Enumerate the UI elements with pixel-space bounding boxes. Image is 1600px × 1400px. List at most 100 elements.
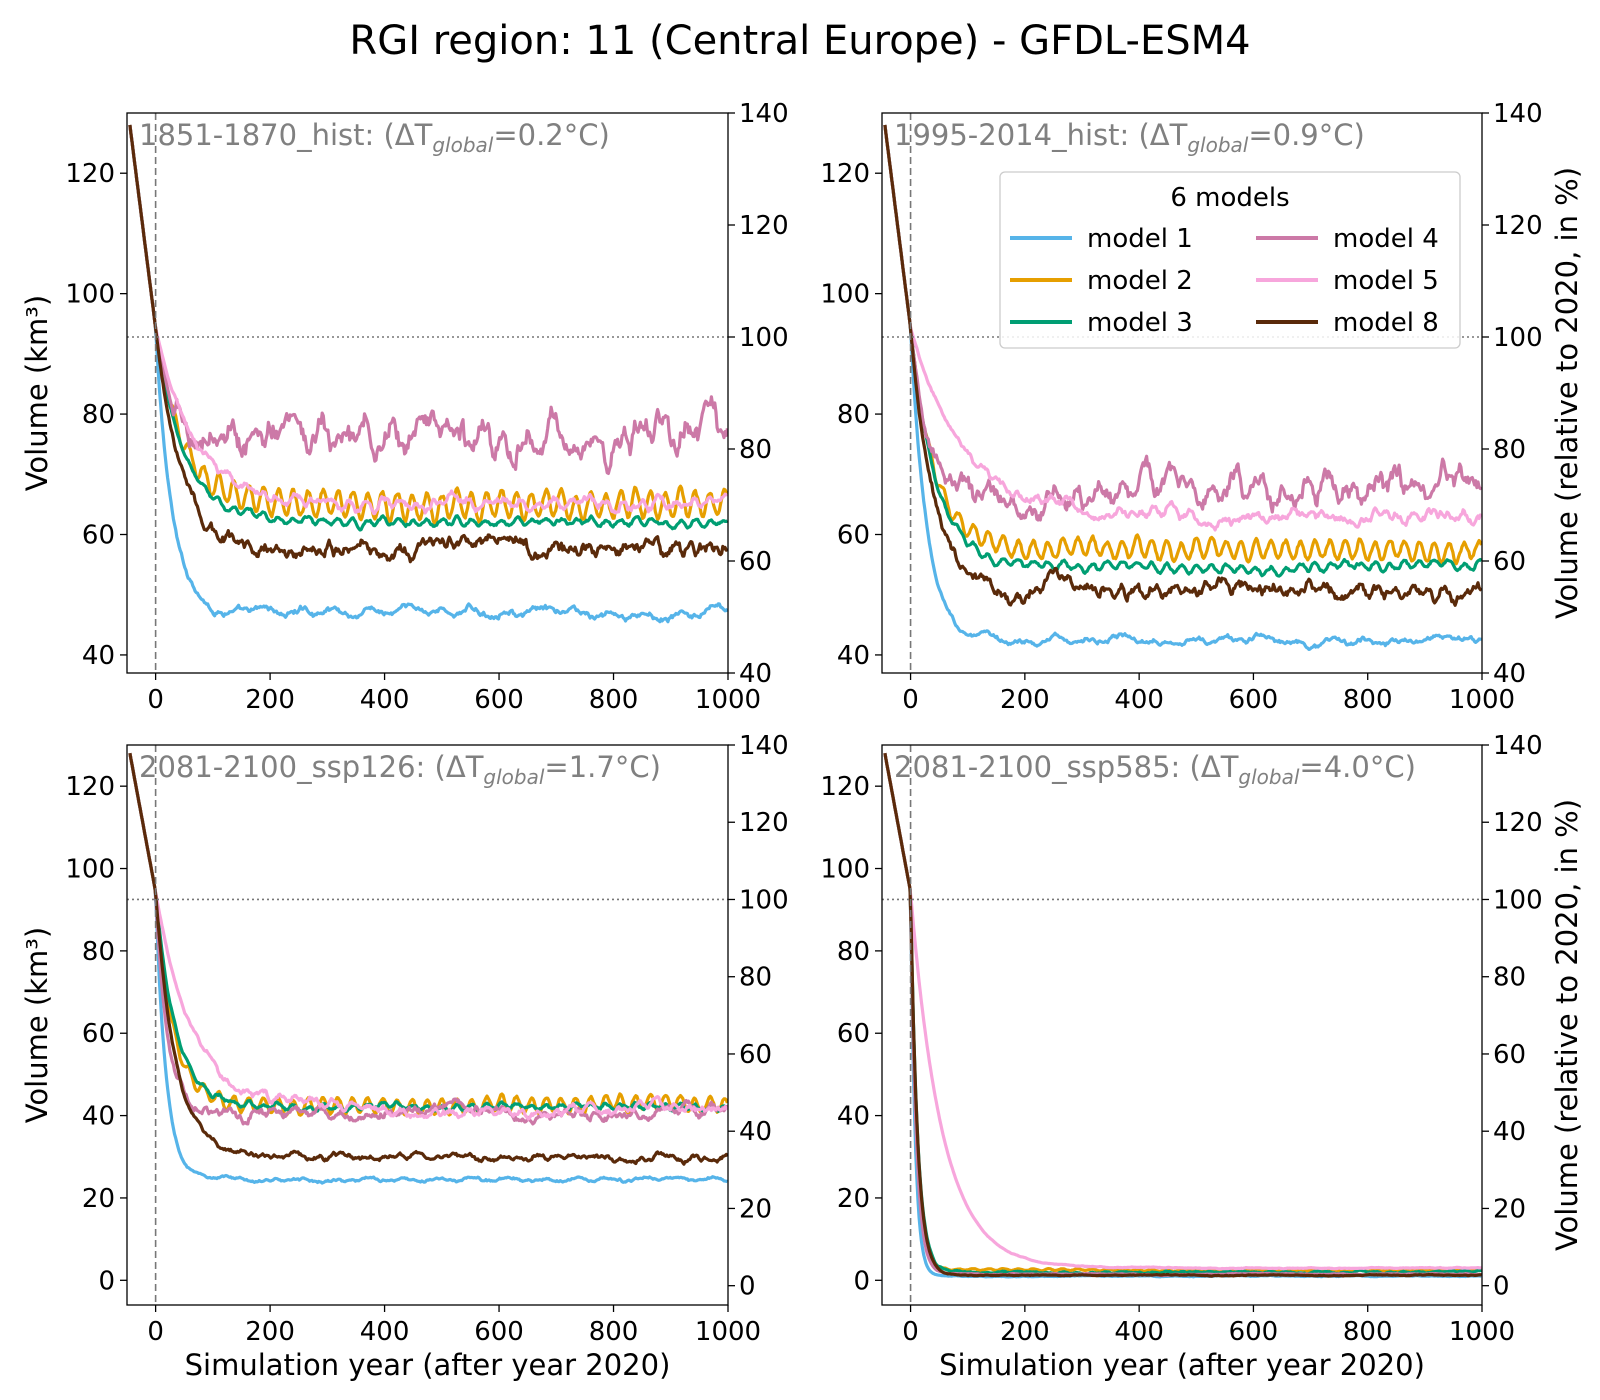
x-axis-label: Simulation year (after year 2020): [185, 1348, 671, 1382]
y2-tick-label: 80: [1493, 435, 1526, 465]
y2-tick-label: 60: [1493, 1040, 1526, 1070]
y-tick-label: 100: [65, 280, 115, 310]
series-line-model-1: [883, 124, 1482, 651]
y-tick-label: 120: [820, 159, 870, 189]
y-tick-label: 60: [837, 1019, 870, 1049]
x-tick-label: 600: [474, 685, 524, 715]
axes-frame: [881, 744, 1483, 1306]
x-tick-label: 400: [360, 1317, 410, 1347]
x-tick-label: 200: [245, 1317, 295, 1347]
x-tick-label: 0: [147, 1317, 164, 1347]
x-tick-label: 1000: [695, 1317, 761, 1347]
y2-tick-label: 60: [1493, 547, 1526, 577]
series-line-model-3: [128, 124, 728, 532]
x-tick-label: 400: [360, 685, 410, 715]
panel-annotation: 1851-1870_hist: (ΔTglobal=0.2°C): [139, 118, 610, 157]
y-tick-label: 40: [82, 641, 115, 671]
series-line-model-1: [883, 752, 1482, 1279]
x-axis-label: Simulation year (after year 2020): [939, 1348, 1425, 1382]
y-tick-label: 60: [82, 1019, 115, 1049]
y2-tick-label: 100: [739, 885, 789, 915]
y2-tick-label: 60: [739, 547, 772, 577]
axes-frame: [881, 112, 1483, 674]
y-tick-label: 120: [65, 772, 115, 802]
y-tick-label: 40: [82, 1102, 115, 1132]
x-tick-label: 800: [1343, 1317, 1393, 1347]
y2-tick-label: 40: [1493, 659, 1526, 689]
y-tick-label: 20: [837, 1184, 870, 1214]
x-tick-label: 0: [147, 685, 164, 715]
y-tick-label: 60: [837, 521, 870, 551]
legend-label-model-4: model 4: [1333, 224, 1439, 254]
chart-panel-bottom-right: 0 200 400 600 800 1000 0 20 40 60 80 100 120 0 20 40 60 8…: [820, 731, 1584, 1382]
x-tick-label: 0: [902, 685, 919, 715]
y-axis-label-right: Volume (relative to 2020, in %): [1550, 167, 1584, 619]
y-tick-label: 80: [82, 937, 115, 967]
y2-tick-label: 120: [1493, 211, 1543, 241]
y-tick-label: 40: [837, 641, 870, 671]
y-axis-label-left: Volume (km³): [20, 295, 54, 491]
legend-label-model-8: model 8: [1333, 308, 1439, 338]
series-line-model-4: [883, 752, 1482, 1278]
x-tick-label: 800: [589, 685, 639, 715]
x-tick-label: 400: [1114, 1317, 1164, 1347]
x-tick-label: 600: [1229, 1317, 1279, 1347]
y-tick-label: 80: [837, 937, 870, 967]
y-tick-label: 120: [65, 159, 115, 189]
series-line-model-8: [128, 752, 728, 1166]
axes-frame: [126, 112, 729, 674]
y-axis-label-left: Volume (km³): [20, 927, 54, 1123]
series-line-model-5: [883, 124, 1482, 532]
series-group: [883, 124, 1482, 651]
series-line-model-4: [128, 752, 728, 1126]
y2-tick-label: 20: [1493, 1194, 1526, 1224]
y2-tick-label: 20: [739, 1194, 772, 1224]
y-tick-label: 100: [820, 855, 870, 885]
panel-annotation: 2081-2100_ssp126: (ΔTglobal=1.7°C): [139, 750, 661, 789]
y2-tick-label: 80: [1493, 963, 1526, 993]
y2-tick-label: 80: [739, 963, 772, 993]
y2-tick-label: 120: [1493, 808, 1543, 838]
x-tick-label: 400: [1114, 685, 1164, 715]
series-group: [128, 124, 728, 624]
series-line-model-4: [883, 124, 1482, 522]
series-line-model-8: [128, 124, 728, 564]
y2-tick-label: 100: [739, 323, 789, 353]
legend-label-model-1: model 1: [1087, 224, 1193, 254]
series-line-model-8: [883, 752, 1482, 1278]
series-line-model-5: [128, 752, 728, 1121]
series-line-model-2: [883, 124, 1482, 566]
y2-tick-label: 140: [739, 731, 789, 761]
series-line-model-2: [128, 124, 728, 526]
y2-tick-label: 100: [1493, 885, 1543, 915]
y2-tick-label: 40: [739, 659, 772, 689]
y2-tick-label: 120: [739, 808, 789, 838]
x-tick-label: 1000: [695, 685, 761, 715]
legend-title: 6 models: [1170, 183, 1289, 213]
y-tick-label: 0: [853, 1266, 870, 1296]
series-line-model-2: [883, 752, 1482, 1274]
series-line-model-5: [128, 124, 728, 516]
legend: 6 models model 1 model 2 model 3 model 4 mode…: [999, 171, 1461, 349]
series-line-model-4: [128, 124, 728, 475]
series-line-model-1: [128, 752, 728, 1185]
y-tick-label: 20: [82, 1184, 115, 1214]
y-axis-label-right: Volume (relative to 2020, in %): [1550, 799, 1584, 1251]
y2-tick-label: 140: [1493, 731, 1543, 761]
x-tick-label: 800: [589, 1317, 639, 1347]
series-line-model-3: [883, 124, 1482, 578]
y2-tick-label: 140: [739, 99, 789, 129]
legend-label-model-3: model 3: [1087, 308, 1193, 338]
y2-tick-label: 40: [739, 1117, 772, 1147]
y2-tick-label: 100: [1493, 323, 1543, 353]
x-tick-label: 600: [474, 1317, 524, 1347]
series-line-model-8: [883, 124, 1482, 607]
x-tick-label: 200: [1000, 1317, 1050, 1347]
chart-panel-top-left: 0 200 400 600 800 100040608010012040608010012…: [20, 99, 789, 715]
x-tick-label: 200: [1000, 685, 1050, 715]
y-tick-label: 100: [65, 855, 115, 885]
figure-title: RGI region: 11 (Central Europe) - GFDL-E…: [349, 18, 1251, 64]
x-tick-label: 0: [902, 1317, 919, 1347]
legend-box: [999, 171, 1461, 349]
